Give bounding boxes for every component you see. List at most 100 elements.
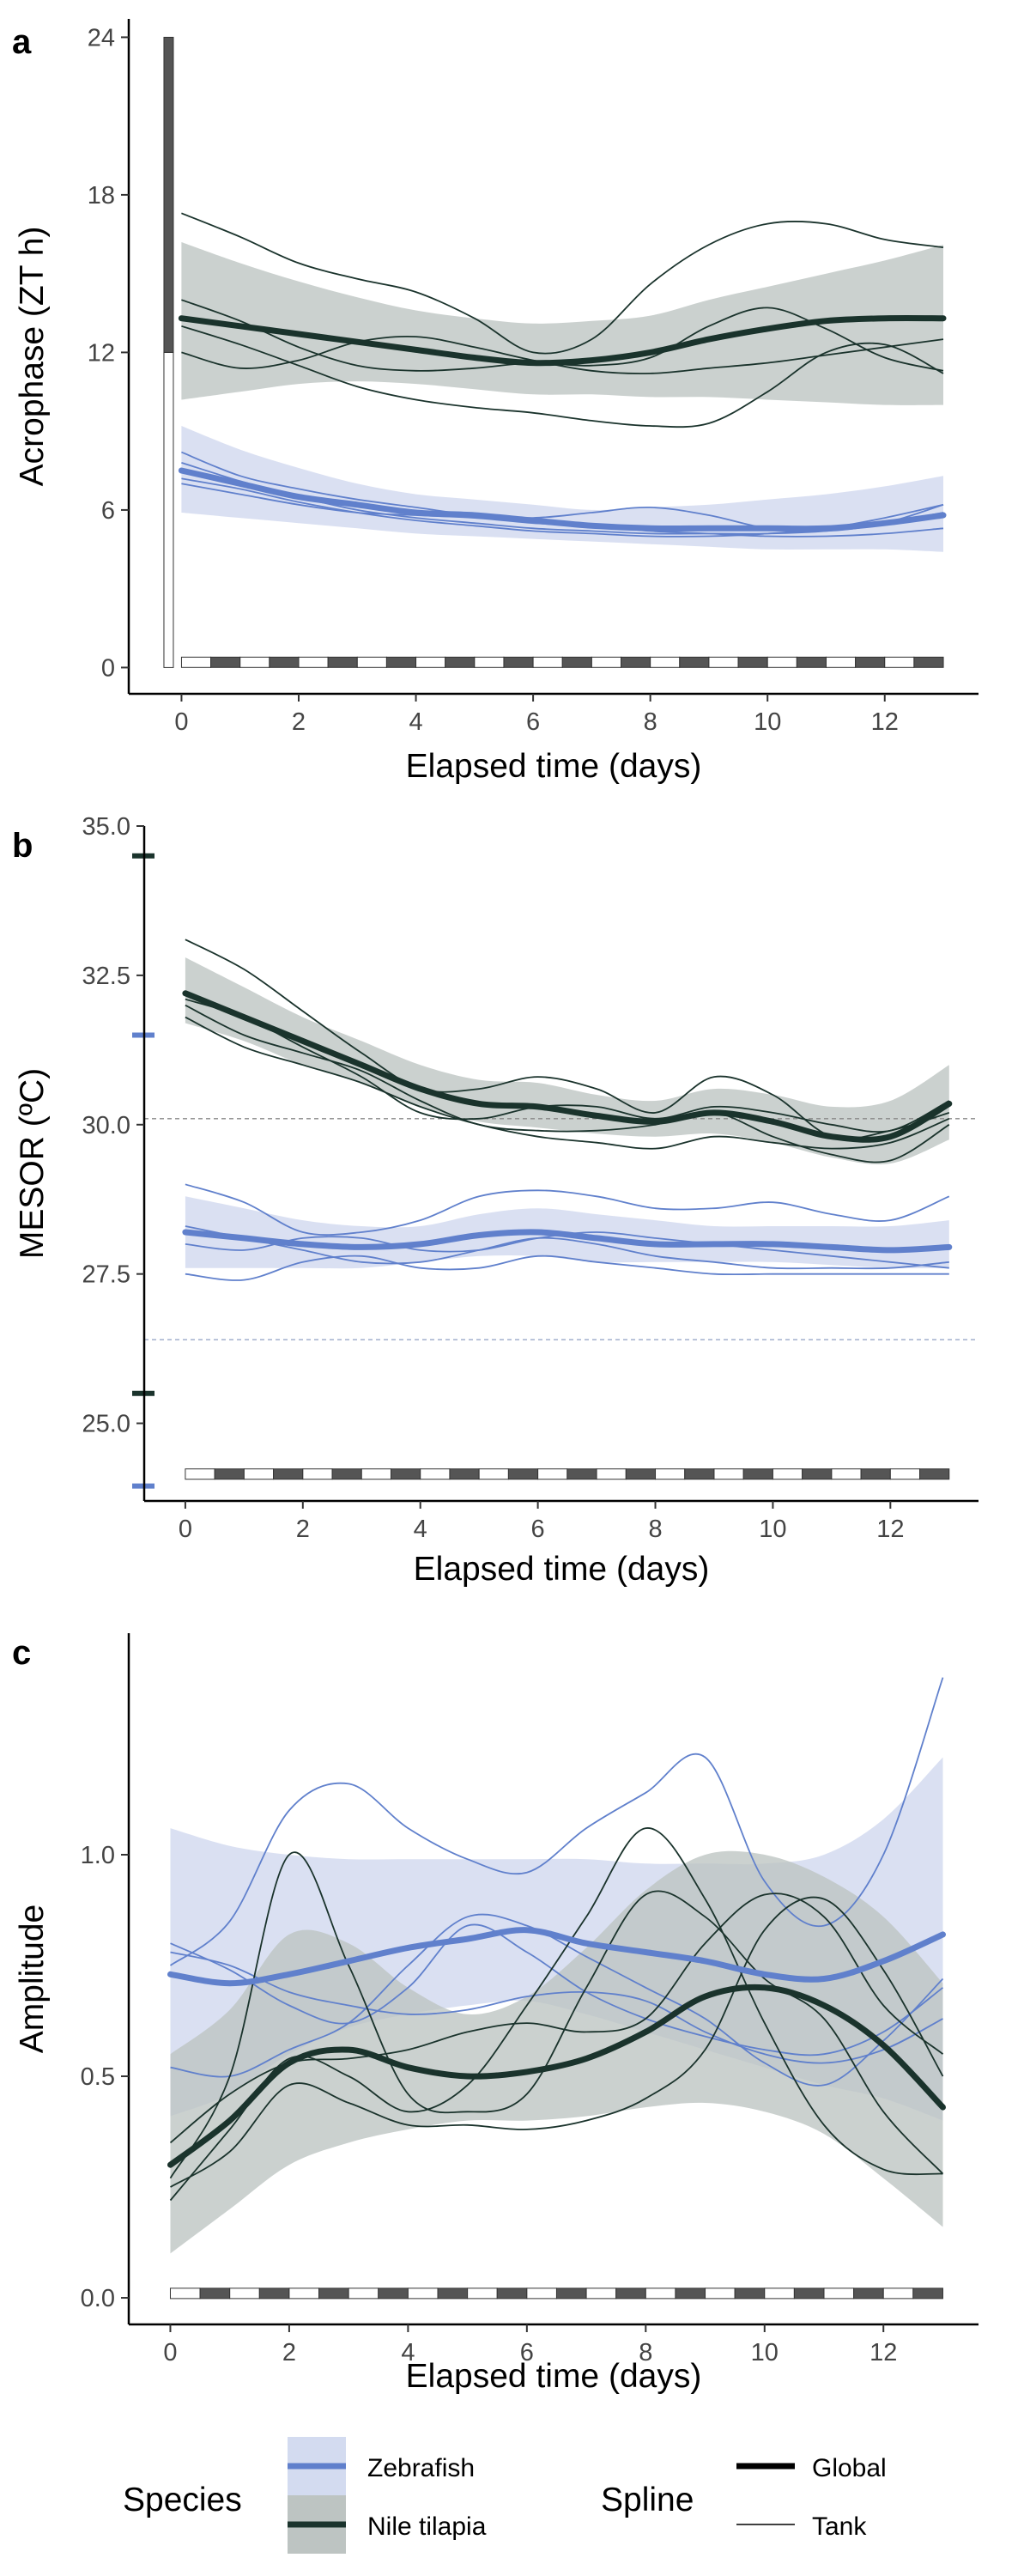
tank-line-zebrafish-3 — [170, 1923, 944, 2057]
x-tick-label: 10 — [759, 1516, 786, 1543]
y-axis-title: Amplitude — [14, 1905, 51, 2053]
light-phase-segment — [243, 1468, 275, 1480]
dark-phase-segment — [385, 656, 417, 668]
dark-phase-segment — [621, 656, 651, 668]
light-phase-segment — [764, 2287, 795, 2300]
dark-phase-segment — [802, 1468, 833, 1480]
dark-phase-segment — [496, 2287, 528, 2300]
x-tick-label: 0 — [179, 1516, 192, 1543]
panel-b-mesor-chart: 0 2 4 6 8 10 12 25.0 27.5 30.0 32.5 35.0 Elapsed tim… — [14, 813, 978, 1588]
tank-line-zebrafish-4 — [170, 1951, 943, 2064]
panel-letter-a: a — [12, 23, 32, 61]
legend-label-tank: Tank — [812, 2512, 867, 2541]
x-axis-title: Elapsed time (days) — [414, 1551, 710, 1588]
tank-line-tilapia-5 — [181, 212, 944, 355]
dark-phase-segment — [913, 656, 944, 668]
light-phase-segment — [713, 1468, 744, 1480]
dark-phase-segment — [734, 2287, 766, 2300]
y-tick-label: 24 — [88, 24, 115, 52]
y-axis-title: MESOR (ºC) — [14, 1068, 51, 1259]
tank-line-zebrafish-1 — [169, 1677, 944, 1966]
dark-phase-segment — [437, 2287, 469, 2300]
dark-phase-segment — [258, 2287, 290, 2300]
dark-phase-segment — [793, 2287, 825, 2300]
light-phase-segment — [180, 656, 212, 668]
tank-line-tilapia-6 — [185, 998, 950, 1133]
x-tick-label: 12 — [876, 1516, 904, 1543]
global-line-tilapia — [178, 314, 947, 367]
light-phase-segment — [591, 656, 622, 668]
x-tick-label: 6 — [526, 708, 540, 736]
light-phase-segment — [415, 656, 446, 668]
light-phase-segment — [356, 656, 387, 668]
y-tick-label: 30.0 — [82, 1112, 130, 1139]
y-tick-label: 32.5 — [82, 963, 130, 990]
dark-phase-segment — [331, 1468, 362, 1480]
confidence-band-tilapia — [170, 1850, 943, 2254]
light-phase-segment — [537, 1468, 568, 1480]
dark-phase-segment — [796, 656, 827, 668]
light-phase-segment — [420, 1468, 451, 1480]
light-phase-segment — [889, 1468, 921, 1480]
dark-phase-segment — [378, 2287, 409, 2300]
y-tick-label: 27.5 — [82, 1261, 130, 1289]
dark-phase-segment — [615, 2287, 646, 2300]
dark-phase-segment — [449, 1468, 480, 1480]
legend-species-title: Species — [123, 2482, 242, 2518]
dark-phase-segment — [737, 656, 768, 668]
dark-phase-segment — [679, 656, 710, 668]
dark-phase-segment — [684, 1468, 715, 1480]
y-tick-label: 0.0 — [81, 2285, 115, 2312]
light-phase-segment — [288, 2287, 320, 2300]
dark-phase-segment — [855, 656, 886, 668]
x-tick-label: 12 — [871, 708, 899, 736]
light-phase-segment — [596, 1468, 627, 1480]
light-phase-segment — [478, 1468, 509, 1480]
x-tick-label: 10 — [754, 708, 781, 736]
x-tick-label: 4 — [409, 708, 422, 736]
light-phase-segment — [185, 1468, 215, 1480]
panel-letter-b: b — [12, 827, 33, 865]
dark-phase-segment — [390, 1468, 421, 1480]
x-axis-title: Elapsed time (days) — [406, 748, 702, 785]
tank-line-tilapia-5 — [169, 1851, 944, 2179]
dark-phase-segment — [327, 656, 358, 668]
x-axis-title: Elapsed time (days) — [406, 2358, 702, 2395]
legend-label-global: Global — [812, 2454, 887, 2482]
light-phase-segment — [766, 656, 797, 668]
legend: Species Zebrafish Nile tilapia Spline Gl… — [123, 2437, 887, 2554]
dark-phase-segment — [318, 2287, 349, 2300]
y-tick-label: 6 — [101, 497, 115, 525]
dark-phase-segment — [503, 656, 534, 668]
tank-line-zebrafish-4 — [185, 1255, 949, 1281]
tank-line-zebrafish-1 — [185, 1183, 950, 1236]
x-tick-label: 8 — [639, 2339, 652, 2366]
legend-label-zebrafish: Zebrafish — [367, 2454, 475, 2482]
global-line-zebrafish — [167, 1927, 946, 1987]
y-tick-label: 0.5 — [81, 2063, 115, 2091]
tank-line-tilapia-8 — [181, 325, 944, 428]
tank-line-zebrafish-2 — [170, 1913, 944, 2087]
dark-phase-segment — [853, 2287, 884, 2300]
y-tick-label: 35.0 — [82, 813, 130, 841]
x-tick-label: 0 — [174, 708, 188, 736]
light-phase-segment — [831, 1468, 862, 1480]
light-phase-segment — [772, 1468, 803, 1480]
light-phase-segment — [823, 2287, 855, 2300]
dark-phase-segment — [919, 1468, 950, 1480]
panel-letter-c: c — [12, 1634, 31, 1672]
light-phase-segment — [239, 656, 270, 668]
x-tick-label: 12 — [869, 2339, 897, 2366]
dark-phase-segment — [561, 656, 592, 668]
dark-phase-segment — [742, 1468, 773, 1480]
dark-phase-segment — [675, 2287, 706, 2300]
x-tick-label: 0 — [163, 2339, 177, 2366]
legend-spline-title: Spline — [601, 2482, 694, 2518]
light-phase-segment — [360, 1468, 391, 1480]
dark-phase-segment — [625, 1468, 657, 1480]
global-line-zebrafish — [178, 467, 947, 532]
tank-line-zebrafish-2 — [185, 1225, 949, 1270]
legend-label-tilapia: Nile tilapia — [367, 2512, 487, 2541]
light-phase-segment — [585, 2287, 617, 2300]
